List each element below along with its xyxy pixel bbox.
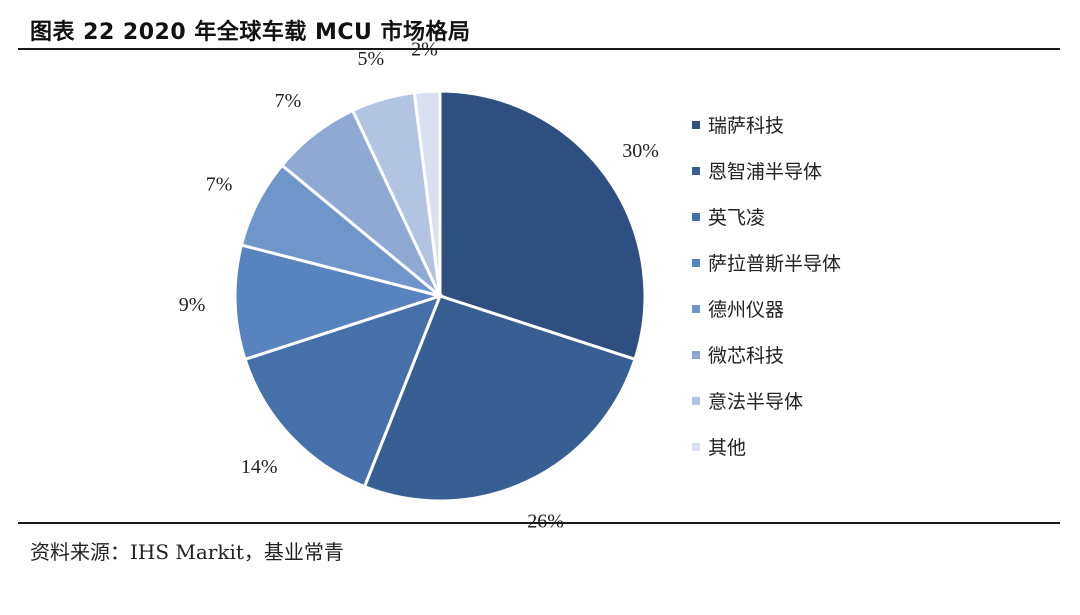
legend-label: 其他: [708, 437, 746, 459]
figure-title: 图表 22 2020 年全球车载 MCU 市场格局: [30, 20, 471, 45]
legend-label: 萨拉普斯半导体: [708, 253, 841, 275]
legend-swatch: [692, 443, 700, 451]
legend-label: 微芯科技: [708, 345, 784, 367]
source-note: 资料来源：IHS Markit，基业常青: [30, 540, 344, 564]
legend-label: 意法半导体: [708, 391, 803, 413]
top-rule: [18, 48, 1060, 50]
slice-value-label: 7%: [206, 173, 233, 195]
slice-value-label: 2%: [411, 38, 438, 60]
bottom-rule: [18, 522, 1060, 524]
pie-slices: [233, 89, 647, 503]
slice-value-label: 7%: [275, 90, 302, 112]
pie-slice-8: [412, 89, 442, 297]
pie-slice-2: [362, 294, 637, 503]
legend-swatch: [692, 351, 700, 359]
legend-label: 德州仪器: [708, 299, 784, 321]
legend-swatch: [692, 259, 700, 267]
slice-value-label: 14%: [241, 456, 278, 478]
pie-slice-1: [438, 89, 647, 362]
legend-label: 恩智浦半导体: [708, 161, 822, 183]
legend-swatch: [692, 213, 700, 221]
legend-swatch: [692, 121, 700, 129]
slice-value-label: 26%: [527, 510, 564, 532]
legend-swatch: [692, 397, 700, 405]
legend-label: 英飞凌: [708, 207, 765, 229]
legend-label: 瑞萨科技: [708, 115, 784, 137]
slice-value-label: 30%: [622, 140, 659, 162]
legend-swatch: [692, 167, 700, 175]
legend-swatch: [692, 305, 700, 313]
pie-value-labels: 30% 26% 14% 9% 7% 7% 5% 2%: [179, 38, 659, 532]
slice-value-label: 5%: [357, 48, 384, 70]
slice-value-label: 9%: [179, 294, 206, 316]
pie-slice-4: [233, 243, 446, 362]
